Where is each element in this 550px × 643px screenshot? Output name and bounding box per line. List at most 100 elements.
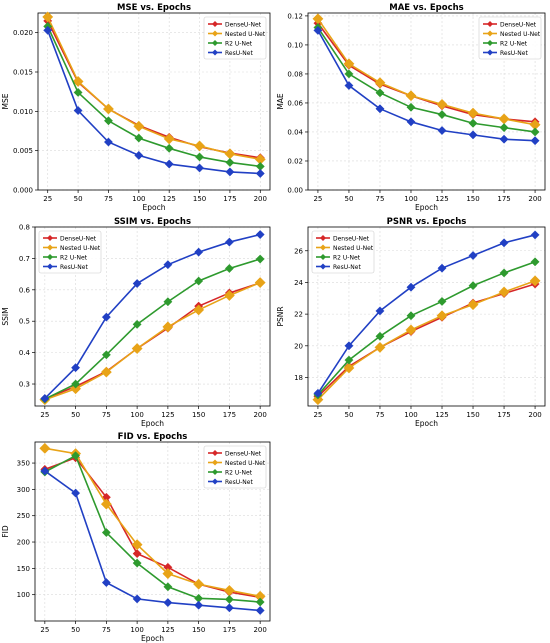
chart-4-point-resu-net-3 [132, 594, 142, 604]
chart-1-line-resu-net [317, 30, 536, 142]
chart-4-legend [203, 445, 267, 489]
chart-3-legend-marker-denseu-net [320, 235, 326, 241]
chart-0-point-nested-u-net-1 [72, 75, 84, 87]
chart-3-point-resu-net-1 [344, 341, 354, 351]
chart-4-xtick-label-6: 175 [223, 626, 236, 634]
chart-4-xtick-label-0: 25 [40, 626, 49, 634]
chart-1-ytick-label-4: 0.08 [287, 70, 303, 78]
chart-2-point-r2-u-net-3 [132, 319, 142, 329]
chart-0-line-r2-u-net [46, 26, 261, 168]
chart-1-xtick-label-1: 50 [344, 195, 353, 203]
mae-chart: 25 50 75 100 125 150 175 200 0.00 0.02 0.04 0.06 0.0… [276, 3, 546, 212]
chart-4-legend-marker-nested-u-net [212, 459, 218, 466]
chart-4-point-nested-u-net-4 [162, 568, 174, 580]
chart-0-legend-label-nested-u-net: Nested U-Net [225, 31, 266, 38]
chart-4-line-nested-u-net [44, 447, 261, 598]
chart-2-ytick-label-4: 0.7 [19, 255, 30, 263]
chart-1-xtick-label-3: 100 [404, 195, 417, 203]
chart-4-point-r2-u-net-3 [132, 558, 142, 568]
chart-1-xlabel: Epoch [415, 203, 438, 212]
chart-2-point-r2-u-net-7 [255, 254, 265, 264]
chart-3-legend [311, 230, 375, 274]
chart-3-legend-marker-r2-u-net [320, 254, 326, 260]
chart-2-xtick-label-4: 125 [161, 411, 174, 419]
chart-0-title: MSE vs. Epochs [117, 3, 191, 13]
chart-3-point-nested-u-net-0 [312, 394, 324, 406]
chart-3-point-r2-u-net-1 [344, 355, 354, 365]
chart-4-ytick-label-4: 300 [17, 486, 30, 494]
chart-3-point-r2-u-net-2 [375, 331, 385, 341]
chart-2-xtick-label-7: 200 [253, 411, 266, 419]
chart-1-ytick-label-6: 0.12 [287, 12, 303, 20]
chart-4-legend-marker-denseu-net [212, 450, 218, 456]
chart-2-title: SSIM vs. Epochs [114, 217, 191, 227]
chart-3-point-nested-u-net-6 [498, 286, 510, 298]
chart-3-ytick-label-2: 22 [294, 311, 303, 319]
chart-0-xtick-label-2: 75 [104, 195, 113, 203]
chart-1-ytick-label-5: 0.10 [287, 41, 303, 49]
chart-2-point-resu-net-0 [40, 393, 50, 403]
chart-3-point-nested-u-net-2 [374, 341, 386, 353]
chart-3-legend-label-nested-u-net: Nested U-Net [333, 245, 374, 252]
chart-3-title: PSNR vs. Epochs [387, 217, 467, 227]
chart-1-legend-marker-nested-u-net [487, 30, 493, 37]
chart-4-xtick-label-3: 100 [130, 626, 143, 634]
chart-4-ytick-label-5: 350 [17, 460, 30, 468]
chart-0-point-r2-u-net-1 [73, 87, 83, 97]
chart-2-point-r2-u-net-6 [224, 263, 234, 273]
chart-2-point-nested-u-net-3 [131, 343, 143, 355]
mse-chart: 25 50 75 100 125 150 175 200 0.000 0.005 0.010 0.01… [1, 3, 271, 212]
chart-3-ytick-label-4: 26 [294, 247, 303, 255]
chart-1-point-nested-u-net-6 [498, 113, 510, 125]
chart-3-ytick-label-3: 24 [294, 279, 303, 287]
chart-3-point-nested-u-net-3 [405, 324, 417, 336]
chart-3-point-resu-net-4 [437, 263, 447, 273]
chart-0-point-nested-u-net-6 [224, 148, 236, 160]
chart-0-xtick-label-4: 125 [162, 195, 175, 203]
chart-4-legend-label-denseu-net: DenseU-Net [225, 450, 262, 457]
chart-1-xtick-label-2: 75 [376, 195, 385, 203]
chart-0-point-r2-u-net-6 [225, 157, 235, 167]
chart-1-point-resu-net-0 [313, 25, 323, 35]
chart-0-point-resu-net-5 [195, 163, 205, 173]
chart-0-legend-label-resu-net: ResU-Net [225, 50, 253, 57]
chart-2-xtick-label-3: 100 [130, 411, 143, 419]
chart-4-point-r2-u-net-6 [224, 594, 234, 604]
chart-3-xtick-label-7: 200 [528, 411, 541, 419]
chart-4-point-resu-net-0 [40, 466, 50, 476]
chart-0-line-nested-u-net [46, 16, 261, 161]
chart-0-ytick-label-1: 0.005 [13, 147, 33, 155]
chart-4-ytick-label-1: 150 [17, 565, 30, 573]
chart-2-point-resu-net-5 [194, 247, 204, 257]
chart-4-point-resu-net-7 [255, 605, 265, 615]
chart-0-legend-label-r2-u-net: R2 U-Net [225, 40, 253, 47]
chart-2-legend-marker-r2-u-net [47, 254, 53, 260]
chart-4-legend-label-resu-net: ResU-Net [225, 479, 253, 486]
chart-0-point-r2-u-net-2 [103, 116, 113, 126]
chart-3-frame [307, 226, 546, 407]
chart-3-legend-marker-resu-net [320, 263, 326, 270]
chart-3-legend-label-denseu-net: DenseU-Net [333, 235, 370, 242]
chart-4-title: FID vs. Epochs [118, 432, 188, 442]
chart-4-legend-label-nested-u-net: Nested U-Net [225, 460, 266, 467]
chart-2-legend-marker-denseu-net [47, 235, 53, 241]
chart-2-point-r2-u-net-1 [71, 379, 81, 389]
chart-4-point-r2-u-net-4 [163, 582, 173, 592]
chart-1-legend-marker-resu-net [487, 49, 493, 56]
chart-3-ylabel: PSNR [276, 306, 285, 326]
chart-0-legend [203, 16, 267, 60]
chart-1-point-r2-u-net-6 [499, 123, 509, 133]
chart-2-ytick-label-0: 0.3 [19, 381, 30, 389]
chart-1-point-resu-net-4 [437, 126, 447, 135]
chart-2-legend-marker-resu-net [47, 263, 53, 270]
chart-3-point-r2-u-net-3 [406, 311, 416, 321]
chart-4-line-resu-net [44, 470, 261, 612]
chart-3-point-nested-u-net-4 [436, 310, 448, 322]
chart-2-point-resu-net-6 [224, 237, 234, 247]
chart-2-point-resu-net-3 [132, 279, 142, 289]
chart-4-xtick-label-5: 150 [192, 626, 205, 634]
fid-chart: 25 50 75 100 125 150 175 200 100 150 200 250 300 350 F… [1, 432, 271, 643]
chart-2-point-r2-u-net-5 [194, 276, 204, 286]
chart-2-xtick-label-5: 150 [192, 411, 205, 419]
chart-0-xtick-label-3: 100 [132, 195, 145, 203]
